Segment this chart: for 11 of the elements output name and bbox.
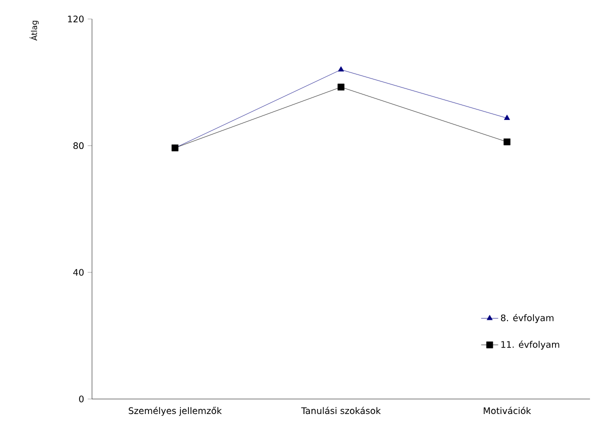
point	[504, 138, 510, 146]
y-tick-label: 0	[79, 396, 84, 402]
x-tick-label: Tanulási szokások	[301, 406, 381, 414]
legend-label: 11. évfolyam	[501, 340, 560, 350]
legend-label: 8. évfolyam	[500, 314, 554, 323]
y-tick-label: 40	[73, 268, 84, 276]
y-tick-label: 80	[73, 142, 84, 150]
x-tick-label: Motivációk	[484, 406, 532, 414]
x-tick-label: Személyes jellemzők	[128, 406, 222, 416]
y-tick-label: 120	[68, 16, 84, 22]
point	[338, 84, 344, 90]
